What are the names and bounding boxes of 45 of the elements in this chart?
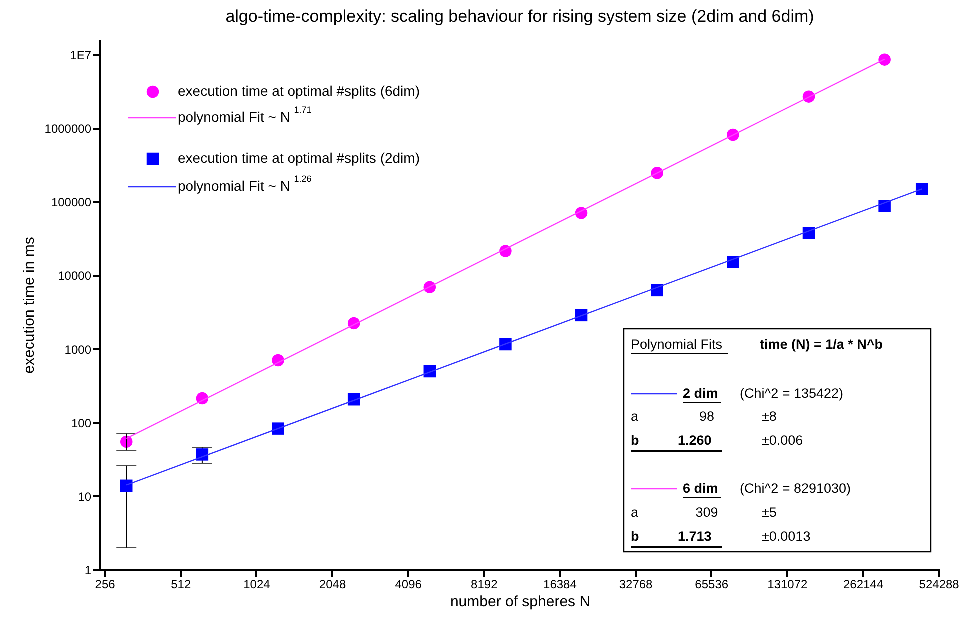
point: [878, 54, 891, 66]
y-tick-label: 10: [78, 490, 92, 504]
annotation: ±5: [762, 505, 777, 520]
chart-title: algo-time-complexity: scaling behaviour for rising system size (2dim and 6dim): [226, 7, 814, 26]
annotation: time (N) = 1/a * N^b: [760, 337, 884, 352]
point: [120, 480, 133, 492]
y-tick-label: 100000: [51, 196, 92, 210]
y-tick-label: 1000: [64, 342, 92, 357]
annotation: 6 dim: [683, 481, 718, 496]
y-tick-label: 10000: [58, 269, 92, 284]
x-tick-label: 524288: [919, 578, 960, 592]
legend-label: execution time at optimal #splits (2dim): [178, 150, 420, 166]
y-tick-label: 1000000: [44, 122, 92, 136]
annotation: 1.713: [678, 529, 712, 544]
annotation: 309: [696, 505, 718, 520]
x-tick-label: 4096: [395, 578, 422, 592]
y-tick-label: 1: [84, 564, 92, 578]
y-axis-title: execution time in ms: [20, 237, 38, 374]
x-tick-label: 1024: [244, 578, 271, 592]
y-tick-label: 100: [71, 416, 92, 430]
y-tick-label: 1E7: [70, 48, 92, 63]
annotation: 2 dim: [683, 386, 718, 401]
annotation: 1.260: [678, 433, 712, 448]
annotation: (Chi^2 = 135422): [740, 386, 844, 401]
annotation: ±0.006: [762, 433, 804, 448]
annotation: 98: [699, 409, 715, 424]
x-tick-label: 512: [171, 578, 192, 592]
annotation: b: [631, 529, 640, 544]
x-tick-label: 262144: [843, 578, 884, 592]
x-tick-label: 8192: [471, 578, 498, 592]
x-tick-label: 2048: [319, 578, 346, 592]
x-axis-title: number of spheres N: [450, 594, 591, 610]
legend-label: execution time at optimal #splits (6dim): [178, 83, 420, 99]
annotation: b: [631, 433, 640, 448]
annotation: ±0.0013: [762, 529, 811, 544]
x-tick-label: 65536: [695, 578, 729, 592]
annotation: a: [631, 409, 639, 424]
annotation: Polynomial Fits: [631, 337, 723, 352]
x-tick-label: 32768: [619, 578, 654, 592]
x-tick-label: 131072: [768, 578, 808, 592]
annotation: a: [631, 505, 639, 520]
x-tick-label: 256: [95, 578, 116, 592]
x-tick-label: 16384: [544, 578, 578, 592]
annotation: ±8: [762, 409, 777, 424]
annotation: (Chi^2 = 8291030): [740, 481, 852, 496]
